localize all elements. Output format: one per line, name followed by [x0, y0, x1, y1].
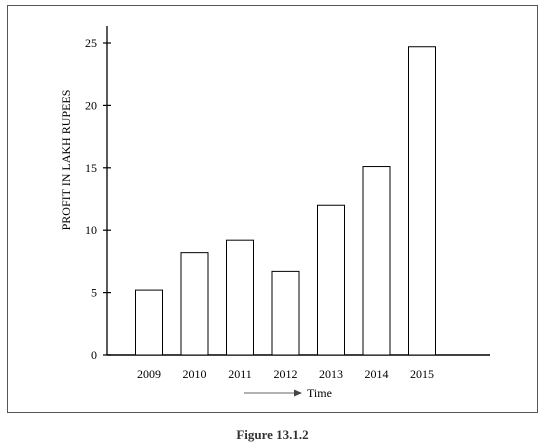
bar-2009 — [135, 289, 163, 356]
x-axis-title: Time — [307, 386, 332, 400]
y-axis-title: PROFIT IN LAKH RUPEES — [59, 90, 73, 231]
bar-2014 — [362, 166, 391, 356]
y-tick-label: 10 — [85, 223, 97, 237]
x-tick-label: 2010 — [183, 367, 207, 381]
bar-2015 — [408, 46, 436, 356]
x-axis-title-arrowhead — [294, 389, 302, 397]
bar-2010 — [180, 252, 209, 356]
x-tick-label: 2015 — [410, 367, 434, 381]
y-tick-label: 25 — [85, 36, 97, 50]
x-tick-label: 2009 — [137, 367, 161, 381]
bars — [135, 46, 436, 356]
y-tick-label: 0 — [91, 348, 97, 362]
bar-2012 — [271, 270, 300, 356]
x-tick-label: 2011 — [228, 367, 252, 381]
y-tick-label: 20 — [85, 98, 97, 112]
x-tick-label: 2013 — [319, 367, 343, 381]
x-tick-label: 2014 — [365, 367, 389, 381]
x-axis: 2009 2010 2011 2012 2013 2014 2015 — [107, 354, 490, 381]
x-tick-label: 2012 — [274, 367, 298, 381]
figure-caption: Figure 13.1.2 — [236, 427, 309, 442]
axis-titles: PROFIT IN LAKH RUPEES Time — [59, 90, 332, 400]
bar-2013 — [317, 204, 345, 356]
y-tick-label: 5 — [91, 286, 97, 300]
y-axis: 0 5 10 15 20 25 — [85, 26, 111, 362]
bar-2011 — [226, 239, 254, 356]
y-tick-label: 15 — [85, 161, 97, 175]
